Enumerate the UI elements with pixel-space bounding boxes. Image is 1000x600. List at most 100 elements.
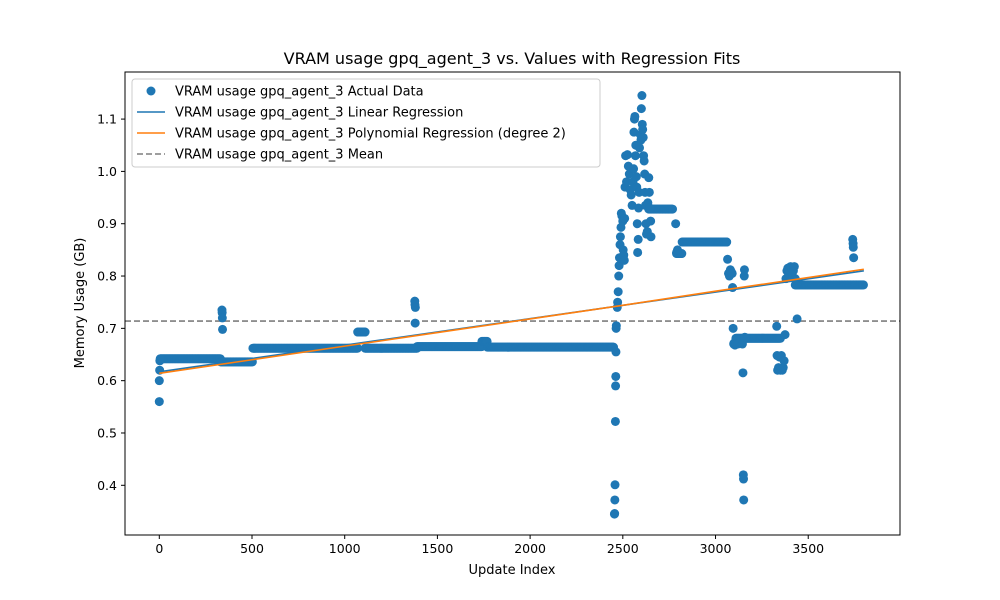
- x-tick-label: 1000: [329, 541, 361, 556]
- data-point: [610, 495, 620, 505]
- data-point: [630, 151, 640, 161]
- data-point: [789, 262, 799, 272]
- data-point: [638, 125, 648, 135]
- legend-box: [131, 78, 601, 168]
- data-point: [614, 271, 624, 281]
- polynomial-regression-line: [159, 268, 864, 375]
- data-point: [631, 172, 641, 182]
- data-point: [639, 156, 649, 166]
- data-point: [620, 213, 630, 223]
- data-point: [154, 376, 164, 386]
- data-point: [615, 232, 625, 242]
- data-point: [739, 271, 749, 281]
- data-point: [632, 219, 642, 229]
- data-point: [723, 254, 733, 264]
- data-point: [858, 280, 868, 290]
- data-point: [779, 356, 789, 366]
- y-tick-label: 0.8: [97, 269, 117, 284]
- data-point: [644, 187, 654, 197]
- data-point: [353, 343, 362, 353]
- data-point: [673, 245, 683, 255]
- data-point: [848, 242, 858, 252]
- data-point: [849, 253, 859, 263]
- data-point: [626, 190, 636, 200]
- legend: VRAM usage gpq_agent_3 Actual Data VRAM u…: [131, 78, 601, 168]
- x-tick-label: 2000: [514, 541, 546, 556]
- y-axis: 0.4 0.5 0.6 0.7 0.8 0.9 1.0 1.1: [97, 112, 125, 493]
- data-point: [644, 173, 654, 183]
- data-point: [645, 203, 655, 213]
- data-point: [739, 495, 749, 505]
- data-point: [611, 371, 621, 381]
- data-point: [738, 368, 748, 378]
- data-point: [610, 480, 620, 490]
- data-point: [739, 265, 749, 275]
- data-point: [780, 330, 790, 340]
- data-point: [792, 314, 802, 324]
- y-tick-label: 0.5: [97, 425, 117, 440]
- data-point: [791, 280, 801, 290]
- data-point: [154, 397, 164, 407]
- legend-label: VRAM usage gpq_agent_3 Linear Regression: [175, 106, 463, 121]
- data-point: [360, 327, 370, 337]
- data-point: [739, 474, 749, 484]
- x-tick-label: 3500: [792, 541, 824, 556]
- data-point: [410, 302, 420, 312]
- data-point: [634, 203, 644, 213]
- data-point: [740, 332, 750, 342]
- data-point: [638, 132, 648, 142]
- y-tick-label: 0.9: [97, 216, 117, 231]
- x-tick-label: 3000: [700, 541, 732, 556]
- data-point: [629, 164, 639, 174]
- data-point: [218, 324, 228, 334]
- data-point: [217, 313, 227, 323]
- data-point: [722, 237, 732, 247]
- y-tick-label: 0.6: [97, 373, 117, 388]
- data-point: [668, 204, 678, 214]
- data-point: [633, 234, 643, 244]
- y-tick-label: 1.0: [97, 164, 117, 179]
- y-tick-label: 0.4: [97, 478, 117, 493]
- data-point: [728, 323, 738, 333]
- legend-label: VRAM usage gpq_agent_3 Polynomial Regres…: [175, 127, 566, 142]
- data-point: [611, 381, 621, 391]
- x-axis-label: Update Index: [468, 563, 555, 578]
- data-point: [671, 219, 681, 229]
- legend-marker: [146, 86, 156, 96]
- data-point: [611, 321, 621, 331]
- data-point: [772, 321, 782, 331]
- plot-area: [125, 91, 900, 519]
- data-point: [611, 347, 621, 357]
- data-point: [410, 318, 420, 328]
- y-tick-label: 1.1: [97, 112, 117, 127]
- y-axis-label: Memory Usage (GB): [73, 238, 88, 369]
- data-point: [610, 509, 620, 519]
- data-point: [613, 287, 623, 297]
- x-tick-label: 0: [155, 541, 163, 556]
- data-point: [633, 247, 643, 257]
- chart-title: VRAM usage gpq_agent_3 vs. Values with R…: [284, 49, 741, 69]
- x-tick-label: 2500: [607, 541, 639, 556]
- data-point: [637, 91, 647, 101]
- legend-label: VRAM usage gpq_agent_3 Mean: [175, 148, 383, 163]
- y-tick-label: 0.7: [97, 321, 117, 336]
- x-tick-label: 1500: [422, 541, 454, 556]
- data-point: [635, 143, 645, 153]
- data-point: [636, 104, 646, 114]
- data-point: [646, 216, 656, 226]
- data-point: [622, 150, 632, 160]
- data-point: [613, 297, 623, 307]
- data-point: [727, 268, 737, 278]
- data-point: [630, 111, 640, 121]
- data-point: [646, 232, 656, 242]
- data-point: [737, 339, 747, 349]
- plot-frame: [124, 71, 901, 536]
- x-axis: 0 500 1000 1500 2000 2500 3000 3500: [155, 535, 824, 556]
- data-point: [778, 363, 788, 373]
- data-point: [619, 255, 629, 265]
- data-point: [610, 416, 620, 426]
- x-tick-label: 500: [240, 541, 264, 556]
- data-point: [155, 354, 165, 364]
- legend-label: VRAM usage gpq_agent_3 Actual Data: [175, 85, 424, 100]
